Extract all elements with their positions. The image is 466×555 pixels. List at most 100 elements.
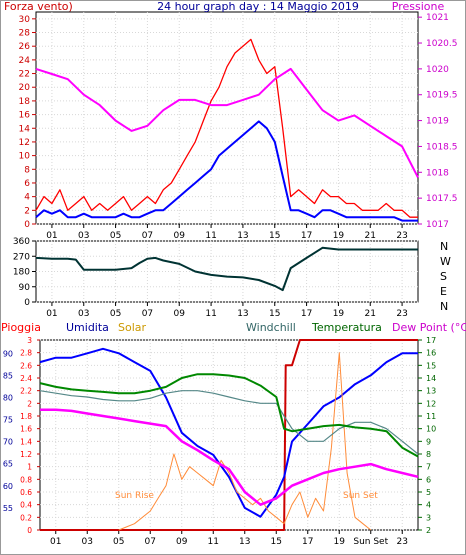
series-wind-line (35, 120, 418, 222)
panel1-right-tick-label: 1017 (426, 220, 449, 230)
panel3-temp-tick-label: 16 (426, 349, 436, 358)
panel3-x-tick-label: 03 (82, 537, 93, 547)
panel3-temp-tick-label: 4 (426, 501, 431, 510)
panel1-right-tick-label: 1017.5 (426, 194, 458, 204)
panel3-label-dewpoint: Dew Point (°C) (392, 321, 466, 334)
panel2-x-tick-label: 03 (78, 309, 89, 319)
panel2-tick-label: 90 (19, 283, 31, 293)
panel3-rain-tick-label: 3 (27, 336, 32, 345)
panel3-temp-tick-label: 15 (426, 361, 436, 370)
panel1-x-tick-label: 23 (396, 231, 407, 241)
panel3-humidity-tick-label: 75 (3, 416, 13, 425)
panel3-label-temperatura: Temperatura (311, 321, 382, 334)
panel1-left-tick-label: 24 (19, 56, 31, 66)
panel3-rain-tick-label: 0.6 (20, 488, 32, 497)
series-rain-line (40, 339, 418, 531)
compass-s: S (440, 270, 447, 283)
panel3-rain-tick-label: 0.4 (20, 501, 32, 510)
panel3-temp-tick-label: 5 (426, 488, 431, 497)
panel3-rain-tick-label: 1.4 (20, 437, 32, 446)
series-solar-line (118, 352, 372, 531)
panel3-label-umidita: Umidita (66, 321, 109, 334)
panel1-left-tick-label: 20 (19, 83, 31, 93)
panel2-x-tick-label: 01 (46, 309, 57, 319)
panel3-x-tick-label: 01 (50, 537, 61, 547)
panel3-temp-tick-label: 6 (426, 475, 431, 484)
panel3-label-pioggia: Pioggia (1, 321, 41, 334)
panel1-right-axis-label: Pressione (392, 0, 445, 13)
panel2-x-tick-label: 05 (110, 309, 121, 319)
panel3-temp-tick-label: 12 (426, 399, 436, 408)
series-gust-line (35, 38, 418, 218)
panel2-tick-label: 0 (24, 298, 30, 308)
panel2-x-tick-label: 23 (396, 309, 407, 319)
panel1-left-tick-label: 26 (19, 42, 31, 52)
panel2-x-tick-label: 13 (237, 309, 248, 319)
panel1-x-tick-label: 19 (333, 231, 345, 241)
panel1-x-tick-label: 15 (269, 231, 280, 241)
panel3-humidity-tick-label: 65 (3, 460, 13, 469)
panel3-x-tick-label: 15 (271, 537, 282, 547)
panel1-right-tick-label: 1021 (426, 13, 449, 23)
panel1-right-tick-label: 1018.5 (426, 142, 458, 152)
panel3-x-tick-label: 13 (239, 537, 250, 547)
panel3-label-solar: Solar (118, 321, 147, 334)
compass-w: W (440, 255, 451, 268)
panel2-x-tick-label: 17 (301, 309, 312, 319)
panel1-left-tick-label: 2 (24, 206, 30, 216)
panel1-left-tick-label: 12 (19, 138, 30, 148)
panel1-right-tick-label: 1020 (426, 65, 449, 75)
panel1-title: 24 hour graph day : 14 Maggio 2019 (157, 0, 359, 13)
panel1-left-tick-label: 30 (19, 15, 31, 25)
panel1-x-tick-label: 07 (142, 231, 153, 241)
series-windchill-line (39, 390, 419, 455)
panel1-frame (35, 11, 419, 225)
panel3-temp-tick-label: 11 (426, 412, 436, 421)
panel3-x-tick-label: 09 (176, 537, 188, 547)
panel3-x-tick-label: 11 (208, 537, 219, 547)
panel1-left-axis-label: Forza vento) (4, 0, 73, 13)
panel1-right-tick-label: 1018 (426, 168, 449, 178)
panel2-tick-label: 180 (13, 268, 30, 278)
compass-e: E (440, 285, 447, 298)
panel3-temp-tick-label: 9 (426, 437, 431, 446)
panel2-tick-label: 270 (13, 252, 30, 262)
panel3-temp-tick-label: 8 (426, 450, 431, 459)
panel3-frame (39, 339, 419, 531)
panel3-temp-tick-label: 17 (426, 336, 436, 345)
panel1-x-tick-label: 21 (365, 231, 376, 241)
panel3-x-tick-label: 05 (113, 537, 124, 547)
panel2-x-tick-label: 21 (365, 309, 376, 319)
panel2-tick-label: 360 (13, 237, 30, 247)
panel1-left-tick-label: 28 (19, 29, 31, 39)
series-direction-line (35, 246, 418, 292)
panel3-x-tick-label: Sun Set (353, 537, 388, 547)
panel1-right-tick-label: 1020.5 (426, 39, 458, 49)
panel1-left-tick-label: 18 (19, 97, 31, 107)
panel3-rain-tick-label: 0.8 (20, 475, 32, 484)
panel3-temp-tick-label: 13 (426, 387, 436, 396)
panel1-left-tick-label: 4 (24, 193, 30, 203)
panel3-rain-tick-label: 0 (27, 526, 32, 535)
panel1-x-tick-label: 01 (46, 231, 57, 241)
panel3-rain-tick-label: 1.2 (20, 450, 32, 459)
panel1-x-tick-label: 03 (78, 231, 89, 241)
panel3-x-tick-label: 17 (302, 537, 313, 547)
panel1-right-tick-label: 1019.5 (426, 91, 458, 101)
panel3-x-tick-label: 07 (145, 537, 156, 547)
panel2-x-tick-label: 19 (333, 309, 345, 319)
panel3-label-windchill: Windchill (246, 321, 296, 334)
panel3-rain-tick-label: 1.8 (20, 412, 32, 421)
panel1-left-tick-label: 22 (19, 70, 30, 80)
panel3-temp-tick-label: 7 (426, 463, 431, 472)
series-temperature-line (39, 373, 419, 458)
panel3-rain-tick-label: 1 (27, 463, 32, 472)
panel3-rain-tick-label: 2.6 (20, 361, 32, 370)
panel3-temp-tick-label: 10 (426, 425, 436, 434)
panel3-humidity-tick-label: 90 (3, 349, 13, 358)
panel3-temp-tick-label: 14 (426, 374, 436, 383)
panel3-rain-tick-label: 2.8 (20, 349, 32, 358)
panel2-x-tick-label: 15 (269, 309, 280, 319)
panel2-x-tick-label: 09 (174, 309, 186, 319)
